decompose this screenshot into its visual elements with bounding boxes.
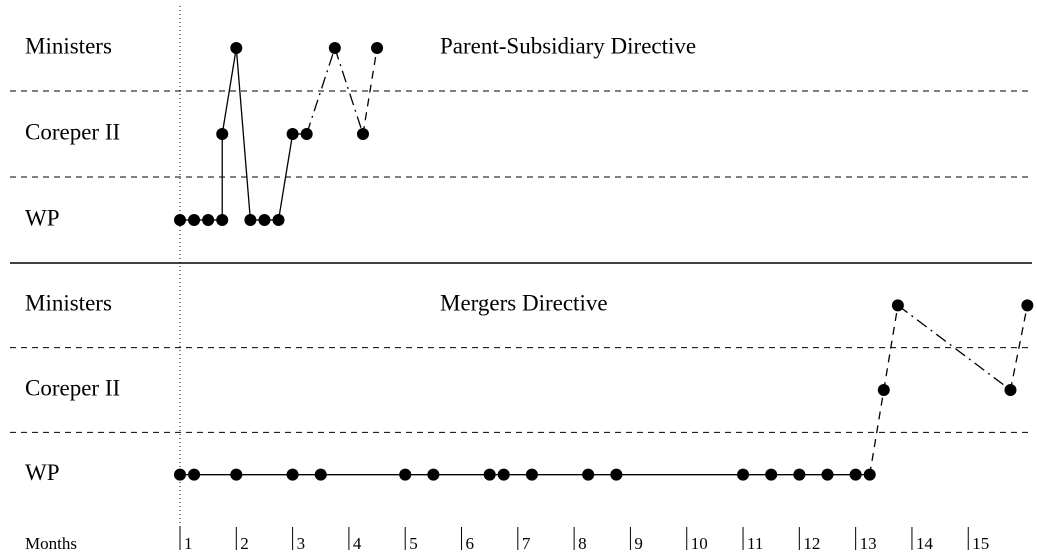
x-axis-label: Months [25, 534, 77, 553]
y-tick-label: Ministers [25, 291, 112, 316]
x-tick-label: 6 [466, 534, 475, 553]
x-tick-label: 8 [578, 534, 587, 553]
point [877, 384, 890, 396]
point [793, 468, 806, 481]
point [300, 128, 313, 140]
y-tick-label: Coreper II [25, 119, 120, 144]
point [427, 468, 440, 481]
point [891, 299, 904, 312]
y-tick-label: WP [25, 205, 60, 230]
line-segment [869, 389, 885, 475]
x-tick-label: 12 [803, 534, 820, 553]
line-segment [883, 305, 899, 391]
x-tick-label: 1 [184, 534, 193, 553]
point [202, 214, 215, 226]
point [849, 468, 862, 481]
point [174, 214, 186, 226]
x-tick-label: 15 [972, 534, 989, 553]
point [328, 42, 341, 54]
line-segment [277, 133, 294, 221]
x-tick-label: 13 [860, 534, 877, 553]
x-tick-label: 7 [522, 534, 531, 553]
line-segment [334, 47, 364, 135]
line-segment [1009, 305, 1029, 391]
point [610, 468, 623, 481]
point [1004, 384, 1017, 396]
panel-title: Mergers Directive [440, 290, 608, 315]
point [230, 42, 243, 54]
point [371, 42, 384, 54]
x-tick-label: 4 [353, 534, 362, 553]
x-tick-label: 11 [747, 534, 763, 553]
point [1021, 299, 1034, 312]
point [286, 468, 299, 481]
x-tick-label: 14 [916, 534, 934, 553]
y-tick-label: Coreper II [25, 375, 120, 400]
point [216, 214, 229, 226]
point [286, 128, 299, 140]
x-tick-label: 5 [409, 534, 418, 553]
point [188, 214, 201, 226]
point [258, 214, 271, 226]
line-segment [362, 47, 378, 135]
point [272, 214, 285, 226]
point [216, 128, 229, 140]
point [483, 468, 496, 481]
x-tick-label: 2 [240, 534, 249, 553]
point [188, 468, 201, 481]
point [314, 468, 327, 481]
x-tick-label: 9 [634, 534, 643, 553]
point [765, 468, 778, 481]
point [230, 468, 243, 481]
point [244, 214, 257, 226]
line-segment [235, 47, 252, 221]
y-tick-label: Ministers [25, 33, 112, 58]
point [356, 128, 369, 140]
panel-title: Parent-Subsidiary Directive [440, 33, 696, 58]
point [174, 468, 186, 481]
line-segment [306, 47, 336, 135]
y-tick-label: WP [25, 460, 60, 485]
point [737, 468, 750, 481]
point [525, 468, 538, 481]
x-tick-label: 3 [297, 534, 306, 553]
x-tick-label: 10 [691, 534, 708, 553]
point [863, 468, 876, 481]
point [582, 468, 595, 481]
point [399, 468, 412, 481]
point [497, 468, 510, 481]
point [821, 468, 834, 481]
line-segment [221, 47, 237, 135]
